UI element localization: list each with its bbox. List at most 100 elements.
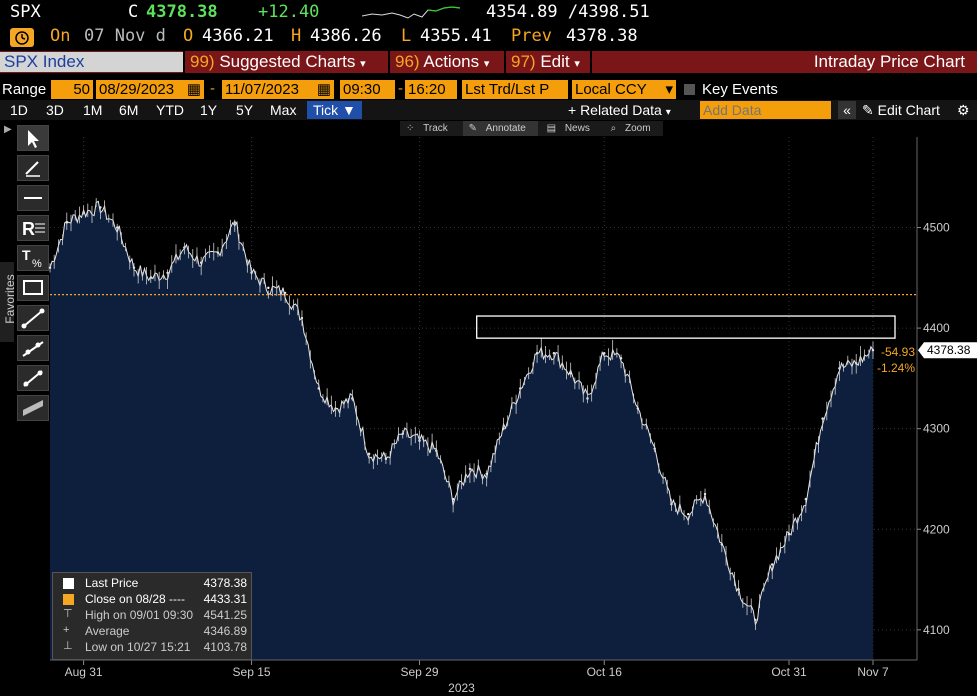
chevron-down-icon: ▾	[574, 58, 580, 70]
period-1y[interactable]: 1Y	[200, 102, 218, 118]
currency-select[interactable]: Local CCY ▾	[572, 80, 676, 99]
key-events-checkbox[interactable]	[684, 84, 695, 95]
edit-menu[interactable]: 97) Edit ▾	[511, 52, 580, 71]
period-ytd[interactable]: YTD	[156, 102, 184, 118]
y-tick-label: 4400	[923, 321, 950, 335]
edit-chart-button[interactable]: ✎ Edit Chart	[862, 102, 940, 118]
close-label: C	[128, 2, 139, 22]
parallel-lines-tool-icon[interactable]	[17, 395, 49, 421]
high-label: H	[291, 26, 302, 46]
channel-tool-icon[interactable]	[17, 335, 49, 361]
quote-header: SPX C 4378.38 +12.40 4354.89 /4398.51	[0, 2, 977, 26]
key-events-label: Key Events	[702, 81, 778, 98]
chart-mode-bar: ⁘ Track ✎ Annotate ▤ News ⌕ Zoom	[400, 121, 663, 136]
prev-value: 4378.38	[566, 26, 638, 46]
price-line	[48, 198, 875, 630]
pct-change-label: -1.24%	[877, 361, 915, 375]
price-point	[687, 512, 690, 516]
calendar-icon: ▦	[316, 81, 331, 98]
day-range: 4354.89 /4398.51	[486, 2, 650, 22]
tick-dropdown[interactable]: Tick ▼	[307, 101, 362, 119]
period-1m[interactable]: 1M	[83, 102, 103, 118]
legend-average: + Average 4346.89	[63, 624, 247, 638]
x-tick-label: Aug 31	[65, 665, 103, 679]
open-label: O	[183, 26, 194, 46]
gear-icon[interactable]: ⚙	[957, 102, 970, 118]
rectangle-tool-icon[interactable]	[17, 275, 49, 301]
related-data-menu[interactable]: + Related Data ▾	[568, 102, 671, 118]
chart-legend[interactable]: Last Price 4378.38 Close on 08/28 ---- 4…	[52, 572, 252, 660]
legend-last-price: Last Price 4378.38	[59, 576, 247, 592]
actions-menu[interactable]: 96) Actions ▾	[395, 52, 490, 71]
svg-text:R: R	[22, 219, 35, 239]
favorites-tab[interactable]: Favorites	[0, 262, 17, 342]
white-square-icon	[63, 578, 74, 589]
expand-arrow-icon[interactable]: ▶	[4, 124, 12, 135]
fib-tool-icon[interactable]	[17, 365, 49, 391]
bars-field[interactable]: 50	[51, 80, 93, 99]
clock-icon	[10, 28, 34, 47]
ray-tool-icon[interactable]: R	[17, 215, 49, 241]
orange-square-icon	[63, 594, 74, 605]
period-3d[interactable]: 3D	[46, 102, 64, 118]
chevron-down-icon: ▾	[665, 81, 673, 98]
horizontal-line-tool-icon[interactable]	[17, 185, 49, 211]
zoom-button[interactable]: ⌕ Zoom	[610, 123, 651, 134]
end-time-field[interactable]: 16:20	[405, 80, 457, 99]
high-marker-icon: ⊤	[63, 608, 73, 620]
open-value: 4366.21	[202, 26, 274, 46]
percent-change-tool-icon[interactable]: T%	[17, 245, 49, 271]
y-tick-label: 4100	[923, 623, 950, 637]
security-field[interactable]: SPX Index	[0, 52, 183, 72]
x-tick-label: Oct 16	[587, 665, 623, 679]
average-marker-icon: +	[63, 624, 70, 636]
quote-detail: On 07 Nov d O 4366.21 H 4386.26 L 4355.4…	[0, 26, 977, 50]
x-tick-label: Nov 7	[857, 665, 889, 679]
chevron-down-icon: ▼	[342, 102, 356, 118]
abs-change-label: -54.93	[881, 345, 915, 359]
low-value: 4355.41	[420, 26, 492, 46]
pen-tool-icon[interactable]	[17, 155, 49, 181]
price-point	[267, 286, 270, 290]
market-field[interactable]: Lst Trd/Lst P	[462, 80, 568, 99]
x-tick-label: Sep 29	[400, 665, 438, 679]
period-1d[interactable]: 1D	[10, 102, 28, 118]
on-label: On	[50, 26, 71, 46]
y-tick-label: 4500	[923, 221, 950, 235]
end-date-field[interactable]: 11/07/2023 ▦	[222, 80, 334, 99]
legend-low: ⊥ Low on 10/27 15:21 4103.78	[63, 640, 247, 654]
range-bar: Range 50 08/29/2023 ▦ - 11/07/2023 ▦ 09:30…	[2, 80, 778, 99]
news-button[interactable]: ▤ News	[546, 123, 590, 134]
pointer-tool-icon[interactable]	[17, 125, 49, 151]
collapse-icon[interactable]: «	[838, 101, 856, 119]
period-bar: 1D 3D 1M 6M YTD 1Y 5Y Max Tick ▼ + Relat…	[0, 100, 977, 120]
track-button[interactable]: ⁘ Track	[406, 123, 448, 134]
last-price-tag: 4378.38	[918, 342, 977, 359]
period-max[interactable]: Max	[270, 102, 297, 118]
y-tick-label: 4200	[923, 522, 950, 536]
add-data-input[interactable]	[700, 101, 831, 119]
sparkline	[362, 6, 461, 19]
low-marker-icon: ⊥	[63, 640, 73, 652]
calendar-icon: ▦	[186, 81, 201, 98]
high-value: 4386.26	[310, 26, 382, 46]
chevron-down-icon: ▾	[665, 107, 671, 118]
x-tick-label: Oct 31	[771, 665, 807, 679]
page-title: Intraday Price Chart	[813, 52, 965, 71]
start-time-field[interactable]: 09:30	[340, 80, 395, 99]
x-axis-title: 2023	[448, 681, 475, 695]
start-date-field[interactable]: 08/29/2023 ▦	[96, 80, 204, 99]
period-6m[interactable]: 6M	[119, 102, 139, 118]
svg-text:%: %	[32, 258, 42, 270]
legend-prev-close: Close on 08/28 ---- 4433.31	[59, 592, 247, 608]
suggested-charts-menu[interactable]: 99) Suggested Charts ▾	[190, 52, 366, 71]
period-5y[interactable]: 5Y	[236, 102, 254, 118]
prev-label: Prev	[511, 26, 552, 46]
trendline-tool-icon[interactable]	[17, 305, 49, 331]
ticker: SPX	[10, 2, 41, 22]
net-change: +12.40	[258, 2, 320, 22]
annotate-button[interactable]: ✎ Annotate	[462, 121, 538, 136]
function-toolbar: SPX Index 99) Suggested Charts ▾ 96) Act…	[0, 51, 977, 73]
chevron-down-icon: ▾	[483, 58, 490, 70]
